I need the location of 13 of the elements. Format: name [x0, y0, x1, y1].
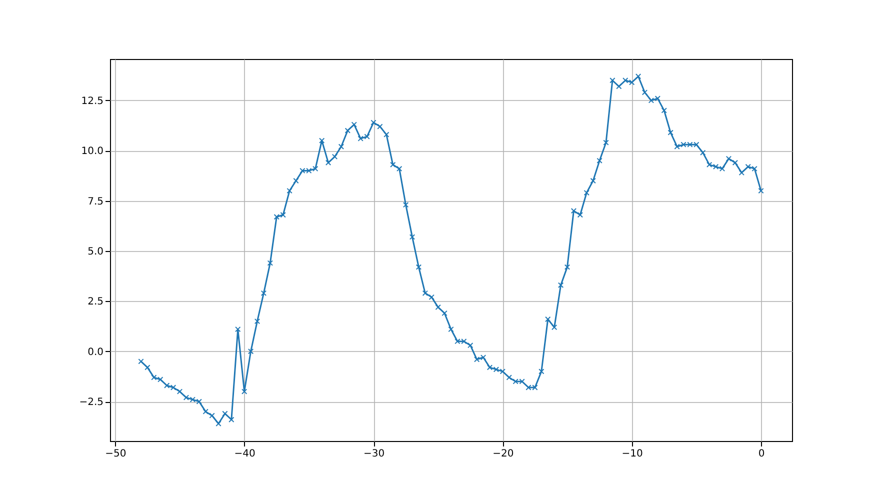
- y-tick-label: 2.5: [88, 296, 104, 308]
- y-tick-label: 12.5: [81, 96, 104, 107]
- x-tick-label: −20: [492, 448, 514, 460]
- x-tick-label: 0: [758, 448, 765, 460]
- y-tick-label: −2.5: [79, 397, 104, 408]
- y-tick-label: 5.0: [88, 246, 104, 258]
- y-tick-label: 10.0: [81, 146, 104, 158]
- x-tick-label: −10: [622, 448, 643, 460]
- y-tick-label: 0.0: [88, 346, 104, 358]
- y-tick-label: 7.5: [88, 196, 104, 208]
- x-tick-label: −40: [234, 448, 256, 460]
- x-tick-label: −50: [105, 448, 126, 460]
- x-tick-label: −30: [363, 448, 385, 460]
